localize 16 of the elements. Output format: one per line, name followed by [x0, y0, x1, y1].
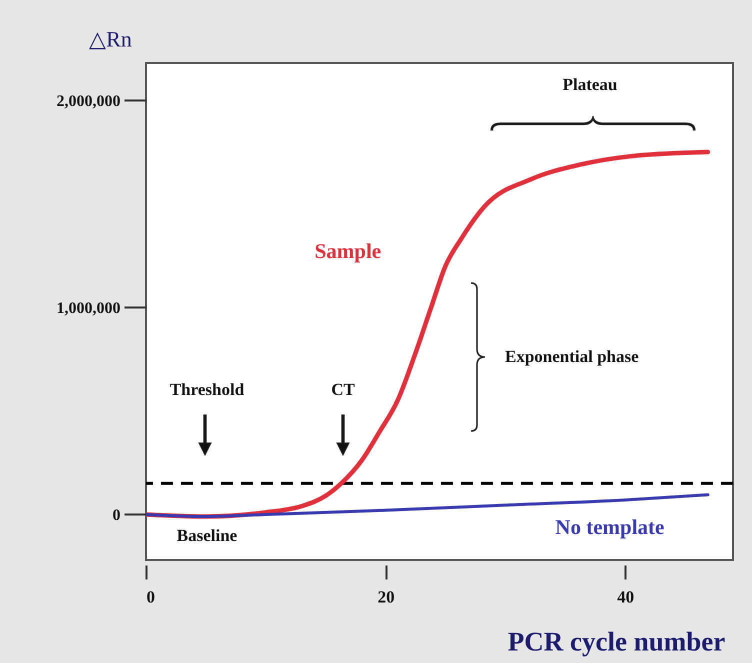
x-tick-label: 40	[617, 588, 634, 606]
annotation: Exponential phase	[505, 347, 640, 366]
annotation: CT	[331, 380, 356, 399]
x-tick-label: 0	[146, 588, 155, 606]
y-tick-label: 1,000,000	[56, 300, 120, 317]
y-tick-label: 2,000,000	[56, 92, 120, 110]
annotation: Threshold	[170, 380, 245, 399]
x-tick-label: 20	[378, 588, 395, 606]
y-tick-label: 0	[112, 506, 120, 524]
annotation: Baseline	[176, 526, 238, 545]
annotation: Plateau	[562, 75, 618, 94]
series-label: No template	[555, 514, 664, 539]
text: Sample	[314, 239, 382, 264]
line-series	[146, 493, 710, 518]
x-axis-title: PCR cycle number	[508, 626, 726, 656]
y-axis-title: △Rn	[89, 26, 132, 52]
